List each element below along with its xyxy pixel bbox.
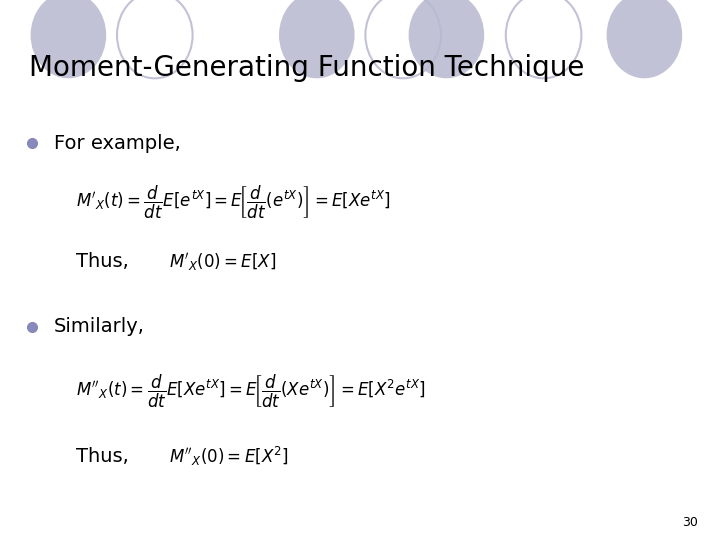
Text: $M'_X(t) = \dfrac{d}{dt}E[e^{tX}] = E\!\left[\dfrac{d}{dt}(e^{tX})\right] = E[Xe: $M'_X(t) = \dfrac{d}{dt}E[e^{tX}] = E\!\…	[76, 184, 390, 221]
Text: $M''_X(t) = \dfrac{d}{dt}E[Xe^{tX}] = E\!\left[\dfrac{d}{dt}(Xe^{tX})\right] = E: $M''_X(t) = \dfrac{d}{dt}E[Xe^{tX}] = E\…	[76, 373, 426, 410]
Text: $M''_X(0) = E[X^2]$: $M''_X(0) = E[X^2]$	[169, 445, 289, 468]
Text: 30: 30	[683, 516, 698, 529]
Ellipse shape	[606, 0, 682, 78]
Text: Thus,: Thus,	[76, 447, 128, 466]
Text: For example,: For example,	[54, 133, 181, 153]
Ellipse shape	[279, 0, 355, 78]
Text: $M'_X(0) = E[X]$: $M'_X(0) = E[X]$	[169, 251, 276, 273]
Ellipse shape	[409, 0, 485, 78]
Text: Similarly,: Similarly,	[54, 317, 145, 336]
Text: Moment-Generating Function Technique: Moment-Generating Function Technique	[29, 53, 584, 82]
Text: Thus,: Thus,	[76, 252, 128, 272]
Ellipse shape	[31, 0, 107, 78]
